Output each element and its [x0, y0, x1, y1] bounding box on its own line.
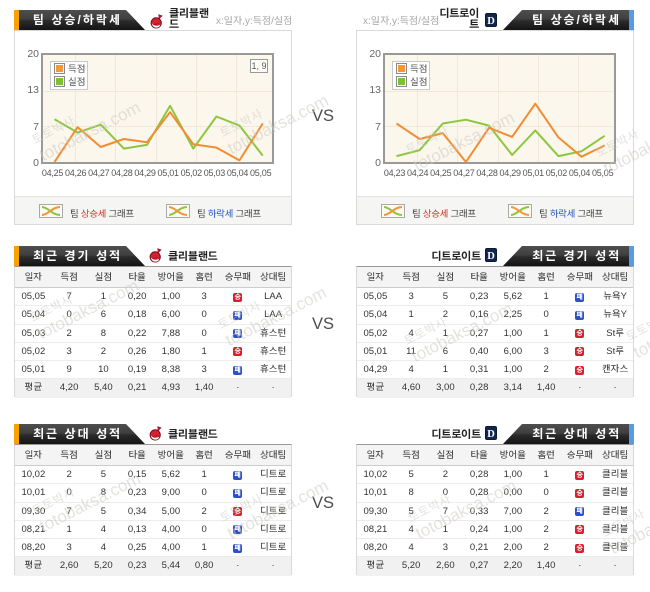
svg-text:D: D	[487, 16, 495, 27]
svg-text:D: D	[487, 251, 495, 262]
svg-text:D: D	[487, 429, 495, 440]
